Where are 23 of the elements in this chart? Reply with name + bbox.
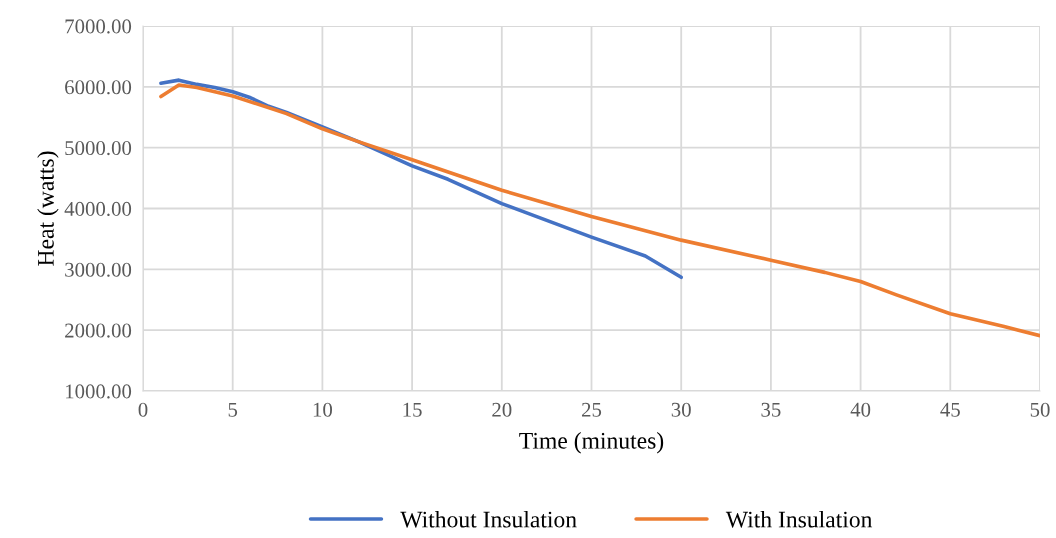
x-tick-label: 40 xyxy=(850,402,871,417)
x-tick-label: 5 xyxy=(228,402,238,417)
x-tick-label: 0 xyxy=(138,402,148,417)
y-axis-title: Heat (watts) xyxy=(37,151,59,266)
x-axis-title: Time (minutes) xyxy=(519,432,664,454)
y-tick-label: 2000.00 xyxy=(65,323,132,338)
line-series xyxy=(159,83,1040,338)
x-tick-label: 35 xyxy=(761,402,781,417)
x-tick-label: 10 xyxy=(313,402,333,417)
x-tick-label: 25 xyxy=(582,402,602,417)
x-tick-label: 30 xyxy=(671,402,691,417)
y-tick-label: 7000.00 xyxy=(65,19,132,34)
y-tick-label: 5000.00 xyxy=(65,141,132,156)
x-tick-label: 45 xyxy=(940,402,960,417)
x-tick-label: 50 xyxy=(1030,402,1050,417)
legend-label: Without Insulation xyxy=(400,510,577,528)
legend-label: With Insulation xyxy=(725,510,873,528)
y-tick-label: 6000.00 xyxy=(65,80,132,95)
y-tick-label: 1000.00 xyxy=(66,384,132,399)
y-tick-label: 3000.00 xyxy=(65,262,132,277)
x-tick-label: 20 xyxy=(492,402,512,417)
y-tick-label: 4000.00 xyxy=(64,201,132,217)
x-tick-label: 15 xyxy=(403,402,422,417)
